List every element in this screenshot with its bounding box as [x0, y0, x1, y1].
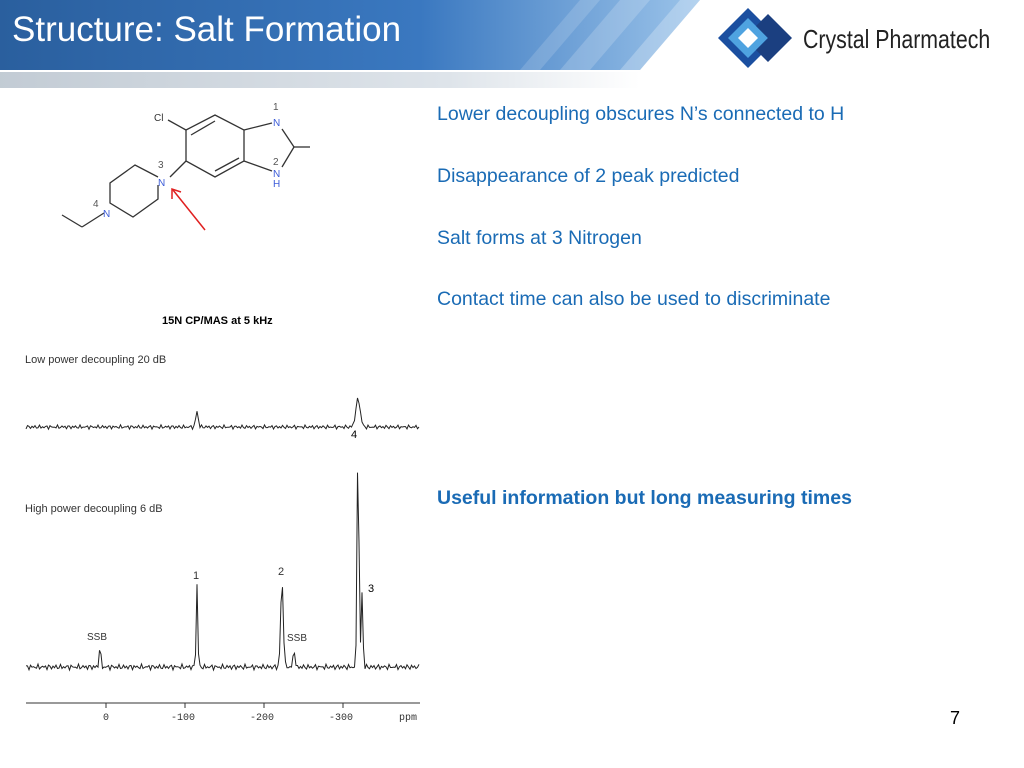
header-shadow	[0, 72, 640, 88]
header-band	[0, 0, 792, 88]
peak-label: 3	[368, 583, 374, 595]
atom-label: N	[273, 118, 280, 129]
axis-ticks	[105, 703, 344, 708]
atom-label: H	[273, 179, 280, 190]
axis-unit: ppm	[399, 713, 417, 724]
trace-label: High power decoupling 6 dB	[25, 503, 163, 515]
bullet: Lower decoupling obscures N’s connected …	[437, 103, 845, 125]
bullet: Disappearance of 2 peak predicted	[437, 165, 740, 187]
conclusion: Useful information but long measuring ti…	[437, 487, 852, 509]
figure: Cl 1 N 2 N H 3 N 4 N 15N CP/MAS at 5 kHz…	[25, 102, 420, 724]
atom-number: 4	[93, 199, 99, 210]
atom-label: N	[103, 209, 110, 220]
atom-number: 2	[273, 157, 279, 168]
stripe	[560, 0, 650, 70]
trace-label: Low power decoupling 20 dB	[25, 354, 166, 366]
peak-label: 2	[278, 566, 284, 578]
axis-tick-labels: 0 -100 -200 -300 ppm	[103, 713, 417, 724]
atom-label: N	[273, 169, 280, 180]
atom-number: 3	[158, 160, 164, 171]
peak-label: 1	[193, 570, 199, 582]
arrow	[171, 187, 206, 231]
atom-number: 1	[273, 102, 279, 113]
spectrum-trace	[25, 472, 420, 672]
molecule-labels: Cl 1 N 2 N H 3 N 4 N	[93, 102, 280, 220]
peak-labels: 4 1 2 3 SSB SSB	[87, 429, 374, 644]
spectrum-title: 15N CP/MAS at 5 kHz	[162, 315, 273, 327]
peak-label: SSB	[87, 632, 107, 643]
molecule-bonds	[61, 114, 310, 228]
logo-mark	[718, 8, 792, 68]
peak-label: 4	[351, 429, 357, 441]
stripe	[520, 0, 600, 70]
atom-label: Cl	[154, 113, 163, 124]
spectrum-trace	[25, 397, 420, 431]
tick-label: -200	[250, 713, 274, 724]
logo-text: Crystal Pharmatech	[803, 24, 991, 54]
tick-label: 0	[103, 713, 109, 724]
bullet: Salt forms at 3 Nitrogen	[437, 227, 642, 249]
slide-title: Structure: Salt Formation	[12, 10, 402, 49]
tick-label: -100	[171, 713, 195, 724]
header-fill	[0, 0, 700, 70]
tick-label: -300	[329, 713, 353, 724]
stripe	[620, 0, 700, 70]
bullet: Contact time can also be used to discrim…	[437, 288, 831, 310]
page-number: 7	[950, 708, 961, 728]
atom-label: N	[158, 178, 165, 189]
peak-label: SSB	[287, 633, 307, 644]
